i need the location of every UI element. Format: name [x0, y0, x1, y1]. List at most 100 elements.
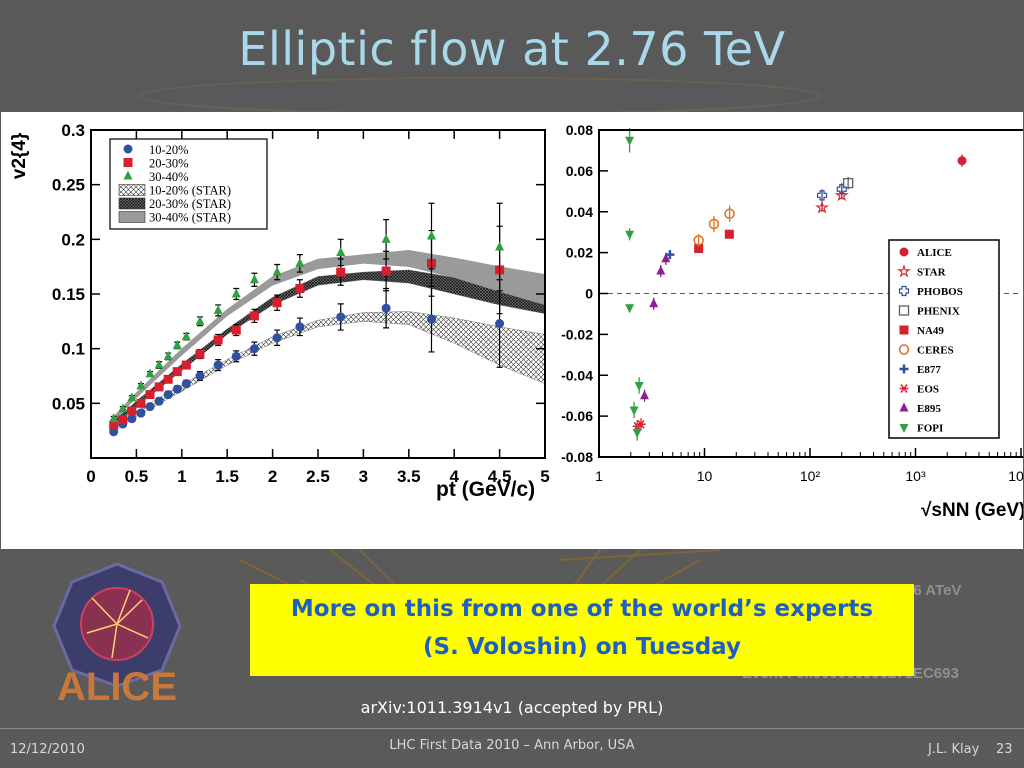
data-point-ceres — [693, 235, 704, 246]
data-point-1 — [231, 351, 241, 361]
legend-label: PHENIX — [917, 306, 960, 318]
data-point-ceres — [708, 218, 720, 230]
legend-marker — [898, 305, 910, 316]
legend-swatch — [118, 184, 146, 196]
data-point-1 — [127, 414, 137, 424]
data-point-3 — [195, 315, 205, 325]
data-point-3 — [249, 274, 259, 284]
data-point-2 — [249, 311, 259, 321]
data-point-1 — [249, 344, 259, 354]
x-tick-label: 1 — [177, 467, 186, 486]
data-point-na49 — [724, 229, 734, 239]
data-point-1 — [181, 379, 191, 389]
legend-marker — [899, 247, 909, 257]
y-tick-label: -0.08 — [561, 449, 593, 465]
data-point-2 — [172, 367, 182, 377]
y-tick-label: 0.06 — [566, 163, 593, 179]
data-point-3 — [154, 359, 164, 369]
data-point-e877 — [665, 250, 675, 260]
data-point-2 — [127, 406, 137, 416]
callout-box: More on this from one of the world’s exp… — [250, 584, 914, 676]
y-tick-label: 0.25 — [52, 176, 85, 195]
figure-panel: 0 0.5 1 1.5 2 2.5 3 3.5 4 4.5 5 0.05 0.1 0.15 0.2 0.25 0… — [1, 112, 1023, 549]
data-point-3 — [163, 350, 173, 360]
data-point-2 — [136, 398, 146, 408]
legend-label: 20-30% — [149, 157, 189, 171]
data-point-1 — [145, 402, 155, 412]
y-tick-label: 0.05 — [52, 394, 85, 413]
legend-marker — [123, 158, 133, 167]
data-point-2 — [381, 266, 391, 276]
legend-marker — [898, 285, 910, 297]
x-tick-label: 4.5 — [488, 467, 512, 486]
data-point-3 — [295, 257, 305, 267]
data-point-e895 — [656, 265, 666, 275]
data-point-star — [815, 200, 830, 214]
data-point-2 — [145, 390, 155, 400]
x-tick-label: 10² — [800, 468, 821, 484]
legend-label: 30-40% — [149, 170, 189, 184]
data-point-3 — [127, 392, 137, 402]
y-tick-label: 0.02 — [566, 245, 593, 261]
data-point-3 — [272, 266, 282, 276]
x-axis-label: pt (GeV/c) — [436, 478, 535, 501]
data-point-star — [834, 187, 849, 202]
legend-marker — [899, 384, 909, 393]
legend-label: ALICE — [917, 247, 952, 259]
legend: ALICE STAR PHOBOS PHENIX NA49 CERES E877 EOS E89… — [888, 239, 1000, 439]
legend-label: STAR — [917, 267, 947, 279]
y-tick-label: -0.06 — [561, 408, 593, 424]
legend-swatch — [118, 197, 146, 210]
y-tick-label: 0.3 — [61, 121, 85, 140]
data-point-2 — [195, 349, 205, 359]
x-tick-label: 10 — [1008, 468, 1023, 484]
x-tick-label: 5 — [540, 467, 549, 486]
data-point-3 — [136, 380, 146, 390]
data-point-e895 — [649, 298, 659, 308]
data-point-3 — [495, 241, 505, 251]
x-tick-label: 1.5 — [215, 467, 239, 486]
data-point-1 — [336, 312, 346, 322]
data-point-3 — [427, 230, 436, 240]
data-point-fopi — [632, 428, 642, 438]
y-tick-label: -0.04 — [561, 367, 593, 383]
legend-label: E895 — [917, 403, 941, 415]
v2-vs-pt-chart: 0 0.5 1 1.5 2 2.5 3 3.5 4 4.5 5 0.05 0.1 0.15 0.2 0.25 0… — [9, 121, 550, 501]
x-tick-label: 0.5 — [125, 467, 149, 486]
x-tick-label: 2 — [268, 467, 277, 486]
y-tick-label: 0 — [585, 286, 593, 302]
legend-label: 30-40% (STAR) — [149, 211, 231, 225]
y-tick-label: -0.02 — [561, 326, 593, 342]
footer-center: LHC First Data 2010 – Ann Arbor, USA — [389, 738, 635, 753]
legend-label: E877 — [917, 364, 941, 376]
data-point-fopi — [625, 304, 635, 314]
y-axis-label: v2{4} — [9, 132, 30, 179]
data-point-2 — [336, 267, 346, 277]
footer-date: 12/12/2010 — [10, 742, 85, 757]
data-point-3 — [145, 368, 155, 378]
data-point-3 — [181, 331, 191, 341]
data-point-fopi — [634, 381, 644, 391]
x-tick-label: 2.5 — [306, 467, 330, 486]
x-tick-label: 3.5 — [397, 467, 421, 486]
x-tick-label: 10³ — [905, 468, 926, 484]
legend-label: NA49 — [917, 325, 944, 337]
data-point-2 — [109, 420, 119, 430]
x-tick-label: 0 — [86, 467, 95, 486]
data-point-2 — [118, 415, 128, 425]
legend-marker — [123, 144, 133, 154]
data-point-1 — [195, 371, 205, 381]
legend-marker — [899, 402, 909, 412]
data-point-2 — [231, 325, 241, 335]
data-point-phenix — [843, 177, 854, 189]
legend-label: 10-20% (STAR) — [149, 184, 231, 198]
data-point-eos — [636, 419, 646, 429]
y-tick-label: 0.04 — [566, 204, 593, 220]
data-point-fopi — [629, 406, 639, 416]
data-point-1 — [295, 322, 305, 332]
y-tick-label: 0.2 — [61, 230, 85, 249]
legend-box — [888, 239, 1000, 439]
legend-label: 20-30% (STAR) — [149, 197, 231, 211]
x-tick-label: 4 — [449, 467, 459, 486]
